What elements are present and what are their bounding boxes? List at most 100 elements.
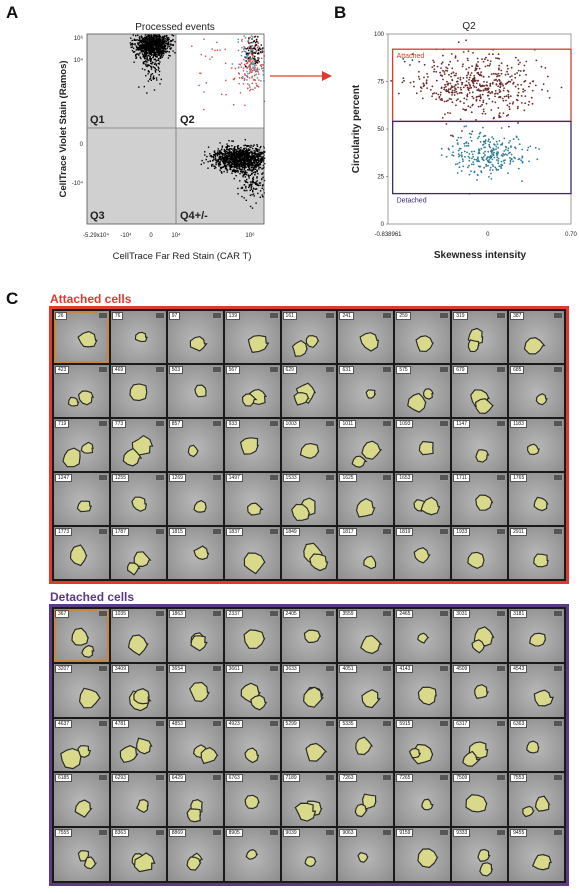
camera-icon[interactable]: [439, 664, 450, 672]
attached-cell-image[interactable]: 319: [452, 311, 508, 363]
detached-cell-image[interactable]: 6185: [54, 773, 109, 827]
attached-cell-image[interactable]: 1255: [110, 473, 166, 525]
detached-cell-image[interactable]: 6293: [110, 773, 166, 827]
detached-cell-image[interactable]: 5335: [338, 718, 394, 772]
detached-cell-image[interactable]: 3661: [224, 663, 280, 717]
attached-cell-image[interactable]: 629: [281, 365, 337, 417]
camera-icon[interactable]: [382, 610, 393, 617]
camera-icon[interactable]: [382, 528, 393, 535]
camera-icon[interactable]: [97, 610, 108, 617]
camera-icon[interactable]: [211, 610, 222, 617]
camera-icon[interactable]: [97, 829, 108, 837]
camera-icon[interactable]: [268, 474, 279, 481]
camera-icon[interactable]: [325, 312, 336, 319]
camera-icon[interactable]: [211, 829, 222, 837]
camera-icon[interactable]: [268, 719, 279, 727]
attached-cell-image[interactable]: 1183: [509, 419, 564, 471]
detached-cell-image[interactable]: 3559: [338, 609, 394, 662]
detached-cell-image[interactable]: 3207: [54, 663, 109, 717]
attached-cell-image[interactable]: 575: [395, 365, 451, 417]
attached-cell-image[interactable]: 2911: [509, 527, 564, 579]
camera-icon[interactable]: [553, 420, 563, 427]
detached-cell-image[interactable]: 6763: [224, 773, 280, 827]
camera-icon[interactable]: [439, 366, 450, 373]
camera-icon[interactable]: [496, 528, 507, 535]
camera-icon[interactable]: [496, 664, 507, 672]
camera-icon[interactable]: [97, 366, 108, 373]
attached-cell-image[interactable]: 241: [338, 311, 394, 363]
camera-icon[interactable]: [439, 829, 450, 837]
camera-icon[interactable]: [496, 366, 507, 373]
attached-cell-image[interactable]: 503: [167, 365, 223, 417]
detached-cell-image[interactable]: 9455: [509, 828, 564, 881]
camera-icon[interactable]: [97, 474, 108, 481]
detached-cell-image[interactable]: 5915: [395, 718, 451, 772]
camera-icon[interactable]: [325, 528, 336, 535]
detached-cell-image[interactable]: 9063: [338, 828, 394, 881]
attached-cell-image[interactable]: 76: [110, 311, 166, 363]
camera-icon[interactable]: [97, 312, 108, 319]
camera-icon[interactable]: [325, 474, 336, 481]
camera-icon[interactable]: [553, 366, 563, 373]
attached-cell-image[interactable]: 469: [110, 365, 166, 417]
camera-icon[interactable]: [325, 774, 336, 782]
camera-icon[interactable]: [553, 528, 563, 535]
camera-icon[interactable]: [97, 719, 108, 727]
detached-cell-image[interactable]: 4637: [54, 718, 109, 772]
attached-cell-image[interactable]: 1817: [338, 527, 394, 579]
camera-icon[interactable]: [154, 528, 165, 535]
attached-cell-image[interactable]: 1093: [395, 419, 451, 471]
camera-icon[interactable]: [439, 312, 450, 319]
attached-cell-image[interactable]: 26: [54, 311, 109, 363]
detached-cell-image[interactable]: 4923: [224, 718, 280, 772]
attached-cell-image[interactable]: 1837: [224, 527, 280, 579]
camera-icon[interactable]: [154, 312, 165, 319]
attached-cell-image[interactable]: 857: [167, 419, 223, 471]
camera-icon[interactable]: [154, 829, 165, 837]
camera-icon[interactable]: [268, 829, 279, 837]
camera-icon[interactable]: [439, 610, 450, 617]
camera-icon[interactable]: [211, 774, 222, 782]
camera-icon[interactable]: [553, 664, 563, 672]
attached-cell-image[interactable]: 139: [224, 311, 280, 363]
camera-icon[interactable]: [268, 774, 279, 782]
detached-cell-image[interactable]: 4543: [509, 663, 564, 717]
camera-icon[interactable]: [496, 774, 507, 782]
detached-cell-image[interactable]: 3633: [281, 663, 337, 717]
detached-cell-image[interactable]: 3654: [167, 663, 223, 717]
camera-icon[interactable]: [154, 719, 165, 727]
attached-cell-image[interactable]: 1269: [167, 473, 223, 525]
detached-cell-image[interactable]: 4853: [167, 718, 223, 772]
camera-icon[interactable]: [439, 474, 450, 481]
camera-icon[interactable]: [553, 312, 563, 319]
camera-icon[interactable]: [154, 474, 165, 481]
attached-cell-image[interactable]: 567: [224, 365, 280, 417]
detached-cell-image[interactable]: 3031: [452, 609, 508, 662]
detached-cell-image[interactable]: 9333: [452, 828, 508, 881]
attached-cell-image[interactable]: 1933: [452, 527, 508, 579]
detached-cell-image[interactable]: 7555: [54, 828, 109, 881]
camera-icon[interactable]: [382, 774, 393, 782]
detached-cell-image[interactable]: 3409: [110, 663, 166, 717]
attached-cell-image[interactable]: 719: [54, 419, 109, 471]
detached-cell-image[interactable]: 7509: [452, 773, 508, 827]
camera-icon[interactable]: [382, 474, 393, 481]
detached-cell-image[interactable]: 9039: [281, 828, 337, 881]
attached-cell-image[interactable]: 1849: [281, 527, 337, 579]
camera-icon[interactable]: [496, 312, 507, 319]
attached-cell-image[interactable]: 773: [110, 419, 166, 471]
camera-icon[interactable]: [154, 610, 165, 617]
camera-icon[interactable]: [154, 664, 165, 672]
camera-icon[interactable]: [211, 474, 222, 481]
camera-icon[interactable]: [382, 312, 393, 319]
attached-cell-image[interactable]: 1653: [395, 473, 451, 525]
attached-cell-image[interactable]: 259: [395, 311, 451, 363]
detached-cell-image[interactable]: 1863: [167, 609, 223, 662]
attached-cell-image[interactable]: 1625: [338, 473, 394, 525]
camera-icon[interactable]: [439, 420, 450, 427]
detached-cell-image[interactable]: 6429: [167, 773, 223, 827]
detached-cell-image[interactable]: 9159: [395, 828, 451, 881]
camera-icon[interactable]: [553, 610, 563, 617]
attached-cell-image[interactable]: 679: [452, 365, 508, 417]
camera-icon[interactable]: [553, 474, 563, 481]
